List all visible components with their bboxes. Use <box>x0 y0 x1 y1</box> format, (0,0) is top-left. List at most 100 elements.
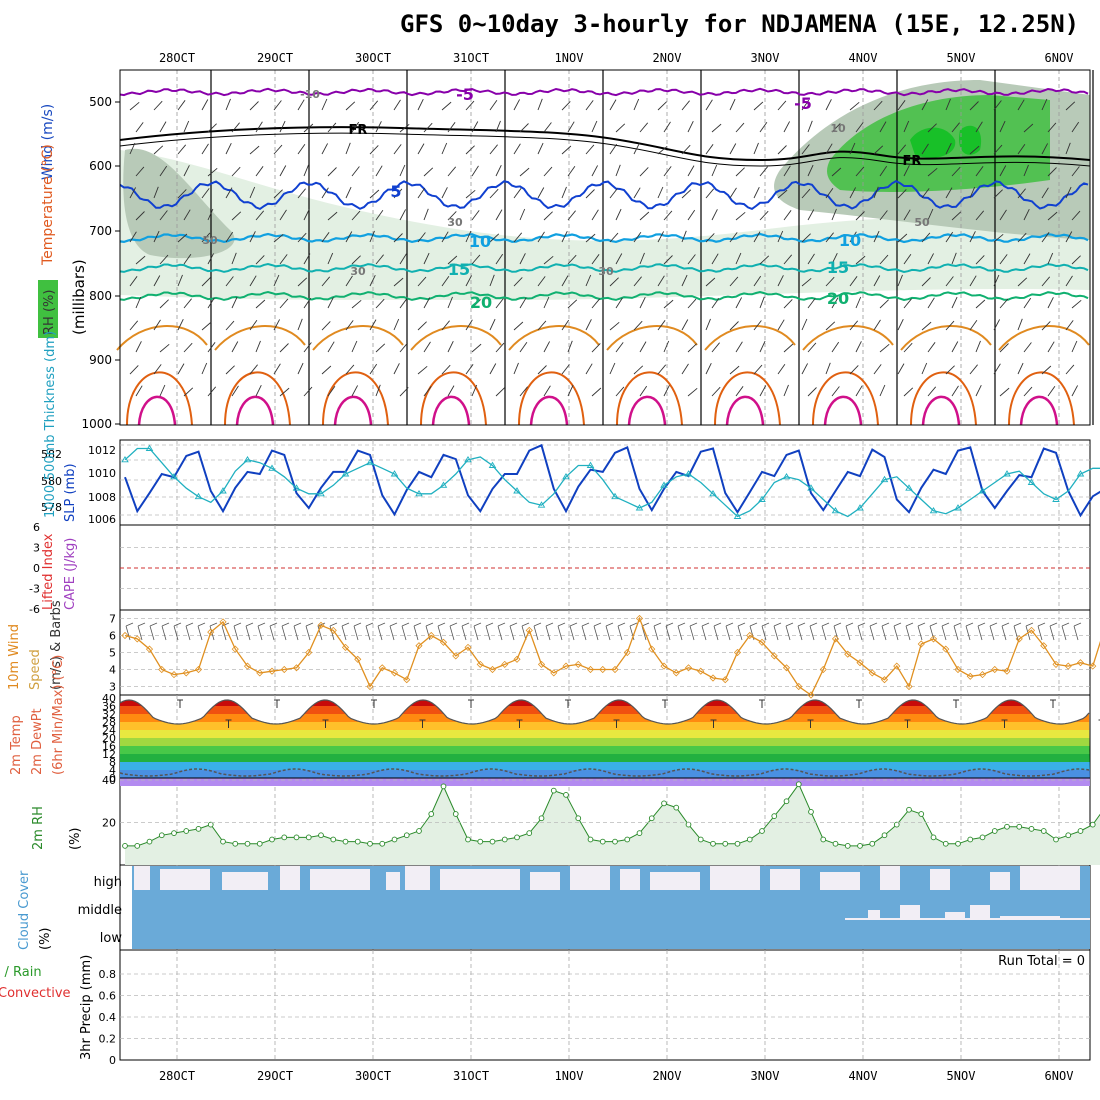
wind-barb <box>903 209 911 221</box>
wind-barb <box>303 253 311 265</box>
contour-35 <box>627 395 667 426</box>
wind-barb <box>447 385 455 397</box>
wind-barb <box>881 625 887 641</box>
wind-barb <box>975 121 983 133</box>
wind-barb <box>543 296 550 309</box>
wind-speed-point <box>954 665 962 674</box>
temp-band <box>120 722 1090 730</box>
contour-30 <box>1008 371 1075 426</box>
wind-speed-point <box>697 667 705 675</box>
wind-barb <box>159 210 168 221</box>
wind-barb <box>225 231 234 243</box>
wind-barb <box>465 145 475 155</box>
wind-barb <box>303 164 309 177</box>
wind-barb <box>665 625 671 641</box>
cloud-layer-label: high <box>94 875 122 890</box>
wind-barb <box>447 122 456 133</box>
wind-barb <box>801 277 812 287</box>
wind-speed-point <box>354 655 362 663</box>
wind-barb <box>225 320 235 331</box>
precip-tick: 0.4 <box>99 1011 117 1024</box>
wind-barb <box>425 622 434 627</box>
thickness-point <box>1003 470 1011 477</box>
cloud-mid-gap <box>1000 916 1060 918</box>
thickness-point <box>145 444 154 451</box>
thickness-point <box>243 455 252 463</box>
wind-barb <box>533 625 539 641</box>
wind-barb <box>809 625 815 641</box>
wind-barb <box>639 341 647 353</box>
wind-barb <box>663 210 673 221</box>
precip-tick: 0.8 <box>99 968 117 981</box>
wind-barb <box>471 254 481 265</box>
wind-barb <box>615 208 622 221</box>
wind-barb <box>489 188 499 199</box>
wind-barb <box>633 187 641 199</box>
wind-barb <box>173 625 179 641</box>
wind-barb <box>1023 253 1031 265</box>
wind-barb <box>753 101 764 111</box>
thickness-point <box>170 472 178 480</box>
wind-barb <box>513 277 523 287</box>
wind-barb <box>399 164 406 177</box>
rh-point <box>489 838 496 845</box>
wind-barb <box>273 274 280 287</box>
rh-fill-light <box>120 150 1090 300</box>
wind-barb <box>417 365 428 375</box>
wind-barb <box>927 386 937 397</box>
wind-barb <box>353 625 359 641</box>
wind-barb <box>879 384 886 397</box>
wind-barb <box>849 365 859 375</box>
wind-barb <box>489 318 496 331</box>
wind-barb <box>495 253 504 265</box>
wind-barb <box>561 101 571 111</box>
wind-barb <box>921 362 928 375</box>
wind-barb <box>1071 340 1078 353</box>
wind-barb <box>783 254 793 265</box>
wind-barb <box>231 341 239 353</box>
thickness-point <box>488 461 497 468</box>
wind-barb <box>135 385 143 397</box>
wind-speed-point <box>1027 626 1036 634</box>
wind-barb <box>807 298 816 309</box>
pressure-tick: 600 <box>89 159 112 173</box>
wind-barb <box>951 341 959 353</box>
wind-barb <box>231 385 239 397</box>
wind-barb <box>201 362 208 375</box>
wind-barb <box>711 253 719 265</box>
rh-point <box>428 811 435 817</box>
wind-barb <box>849 231 857 243</box>
wind-barb <box>927 123 937 133</box>
rh-point <box>636 830 643 836</box>
cloud-mid-gap <box>900 905 920 918</box>
date-label-top: 30OCT <box>355 51 391 65</box>
wind-barb <box>855 166 865 177</box>
date-label-top: 5NOV <box>947 51 976 65</box>
wind-barb <box>231 252 237 265</box>
wind-barb <box>369 230 375 243</box>
rh-point <box>354 838 361 845</box>
wind-barb <box>471 165 479 177</box>
wind-barb <box>777 275 784 287</box>
contour-label: 30 <box>350 265 366 278</box>
rh-point <box>783 798 790 805</box>
wind-barb <box>183 387 194 397</box>
wind-barb <box>821 622 830 627</box>
cloud-high-gap <box>280 866 300 890</box>
wind-barb <box>135 296 142 309</box>
wind-barb <box>969 275 977 287</box>
wind-barb <box>759 210 769 221</box>
wind-barb <box>705 233 715 243</box>
wind-barb <box>273 233 284 243</box>
wind-barb <box>585 100 594 111</box>
wind-barb <box>423 208 429 221</box>
wind-barb <box>129 142 136 155</box>
rh-point <box>195 826 202 832</box>
cloud-high-gap <box>160 869 210 890</box>
wind-speed-point <box>978 671 987 679</box>
wind-barb <box>521 625 527 641</box>
wind-barb <box>1017 143 1026 155</box>
wind-barb <box>231 296 238 309</box>
wind-speed-point <box>648 645 656 653</box>
